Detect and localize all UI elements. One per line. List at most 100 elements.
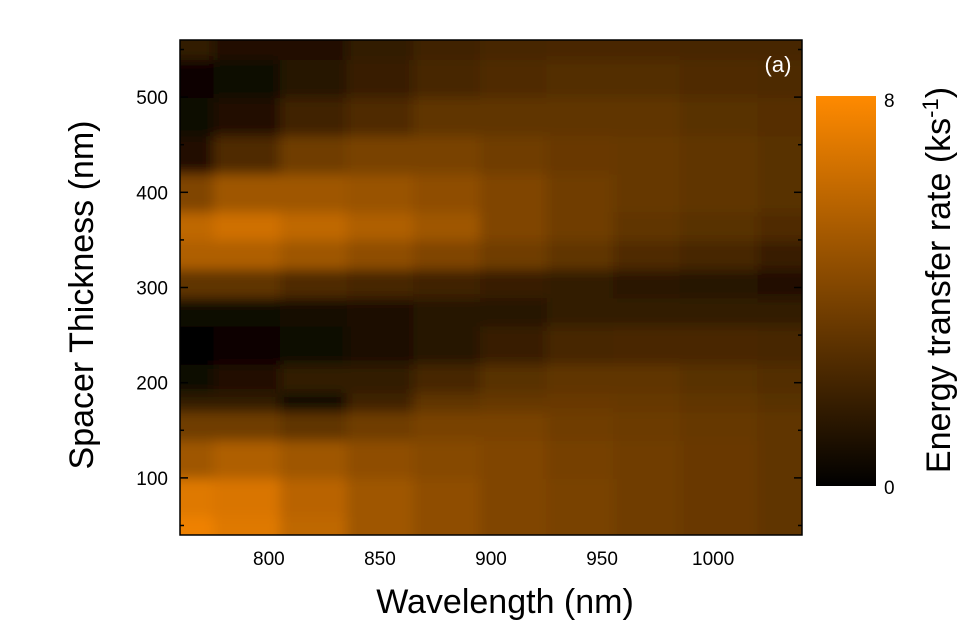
heatmap-cell (213, 239, 281, 270)
heatmap-cell (279, 439, 348, 479)
heatmap-cell (757, 392, 802, 413)
heatmap-cell (613, 363, 681, 394)
heatmap-cell (413, 411, 481, 441)
y-tick-label: 400 (136, 183, 168, 204)
heatmap-cell (180, 59, 215, 99)
heatmap-cell (679, 239, 759, 270)
heatmap-cell (546, 97, 615, 137)
heatmap-cell (279, 211, 348, 241)
heatmap-cell (546, 439, 615, 479)
y-tick-label: 500 (136, 88, 168, 109)
heatmap-cell (757, 411, 802, 441)
heatmap-cell (413, 439, 481, 479)
heatmap-cell (479, 325, 548, 365)
x-tick-label: 1000 (692, 549, 734, 570)
heatmap-cell (180, 392, 215, 413)
heatmap-cell (613, 268, 681, 299)
heatmap-cell (546, 173, 615, 213)
x-tick-label: 950 (586, 549, 618, 570)
heatmap-cell (213, 97, 281, 137)
heatmap-cell (679, 268, 759, 299)
heatmap-cell (613, 135, 681, 175)
heatmap-cell (546, 239, 615, 270)
x-tick-label: 900 (475, 549, 507, 570)
heatmap-cell (279, 411, 348, 441)
heatmap-cell (546, 363, 615, 394)
heatmap-cell (346, 363, 415, 394)
heatmap-cell (180, 411, 215, 441)
heatmap-cell (213, 211, 281, 241)
heatmap-cell (757, 135, 802, 175)
heatmap-cell (613, 515, 681, 535)
heatmap-cell (346, 135, 415, 175)
heatmap-cell (213, 439, 281, 479)
heatmap-cell (613, 59, 681, 99)
heatmap-cell (279, 239, 348, 270)
heatmap-cell (413, 239, 481, 270)
heatmap-cell (757, 325, 802, 365)
heatmap-cell (613, 411, 681, 441)
heatmap-cell (757, 97, 802, 137)
heatmap-cell (213, 363, 281, 394)
heatmap-cell (413, 97, 481, 137)
heatmap-cell (180, 297, 215, 327)
heatmap-cell (613, 97, 681, 137)
heatmap-cell (180, 239, 215, 270)
heatmap-cell (679, 411, 759, 441)
heatmap-cell (413, 268, 481, 299)
heatmap-cell (679, 211, 759, 241)
colorbar-max-label: 8 (884, 91, 895, 112)
heatmap-cell (613, 477, 681, 517)
heatmap-cell (546, 40, 615, 61)
heatmap-cell (679, 392, 759, 413)
heatmap-cell (613, 325, 681, 365)
heatmap-cell (479, 40, 548, 61)
heatmap-cell (346, 439, 415, 479)
heatmap-cell (279, 59, 348, 99)
heatmap-cell (180, 268, 215, 299)
heatmap-cell (279, 515, 348, 535)
heatmap-cell (346, 97, 415, 137)
heatmap-cell (546, 411, 615, 441)
heatmap-cell (613, 40, 681, 61)
heatmap-cell (757, 59, 802, 99)
heatmap-cell (279, 135, 348, 175)
heatmap-cell (546, 268, 615, 299)
heatmap-cell (213, 268, 281, 299)
heatmap-cell (279, 363, 348, 394)
heatmap-cell (413, 515, 481, 535)
heatmap-cell (479, 515, 548, 535)
heatmap-cell (180, 97, 215, 137)
heatmap-cell (479, 173, 548, 213)
heatmap-cell (479, 268, 548, 299)
y-tick-label: 300 (136, 279, 168, 300)
colorbar-title: Energy transfer rate (ks-1) (918, 87, 958, 473)
heatmap-cell (679, 325, 759, 365)
axis-ticks (180, 48, 802, 527)
heatmap-cell (679, 477, 759, 517)
heatmap-cell (213, 477, 281, 517)
heatmap-cell (346, 239, 415, 270)
heatmap-cell (346, 297, 415, 327)
heatmap-cell (213, 173, 281, 213)
y-tick-label: 100 (136, 469, 168, 490)
y-tick-label: 200 (136, 374, 168, 395)
heatmap-cell (279, 173, 348, 213)
heatmap-cell (180, 325, 215, 365)
heatmap-cell (479, 297, 548, 327)
heatmap-cell (546, 477, 615, 517)
heatmap-cell (679, 439, 759, 479)
heatmap-cell (180, 477, 215, 517)
heatmap-cell (213, 297, 281, 327)
heatmap-cell (180, 515, 215, 535)
heatmap-cell (346, 392, 415, 413)
heatmap-cell (346, 173, 415, 213)
heatmap-cell (213, 411, 281, 441)
panel-label: (a) (765, 52, 792, 77)
heatmap-cell (679, 59, 759, 99)
heatmap-cell (613, 239, 681, 270)
heatmap-cell (213, 515, 281, 535)
heatmap-cell (279, 297, 348, 327)
heatmap-cell (479, 363, 548, 394)
heatmap-cell (413, 477, 481, 517)
